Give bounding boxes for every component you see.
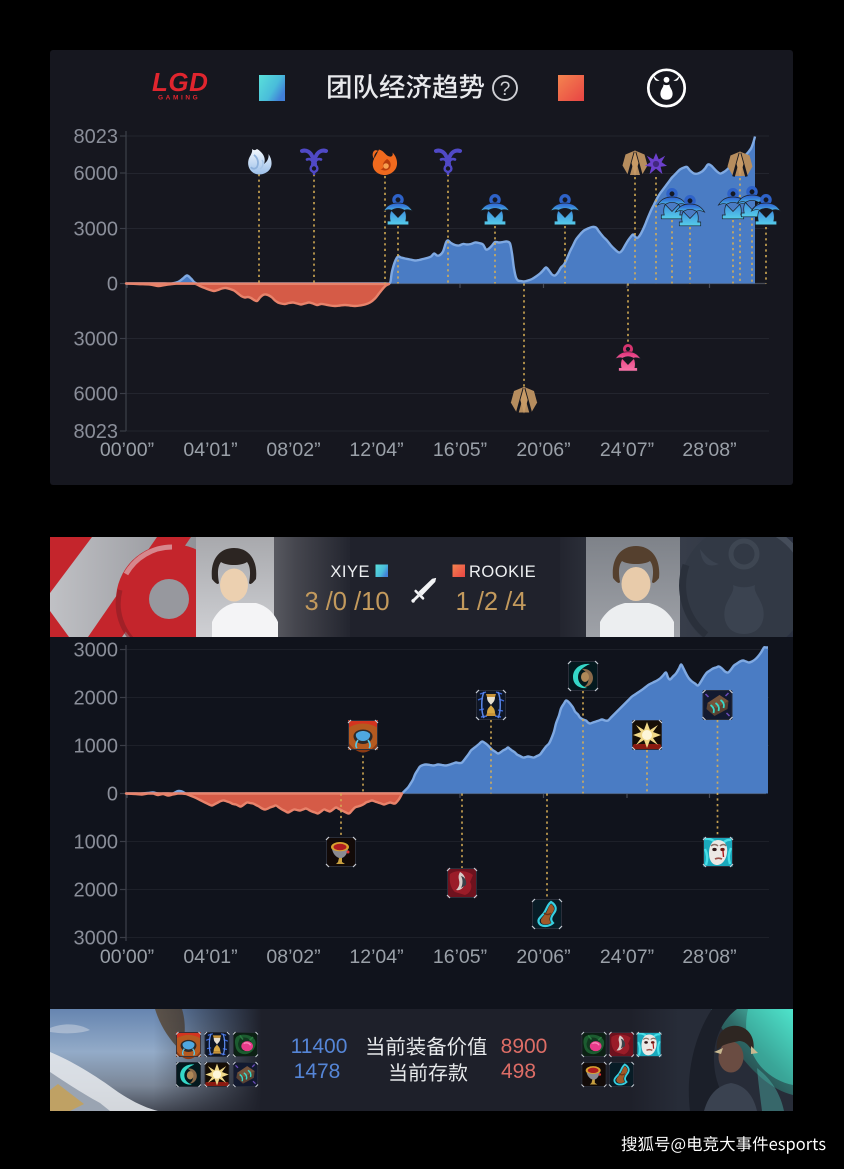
svg-text:XIYE: XIYE xyxy=(330,563,370,581)
svg-text:16’05”: 16’05” xyxy=(433,946,487,968)
svg-text:0: 0 xyxy=(107,784,118,806)
svg-text:08’02”: 08’02” xyxy=(266,439,320,461)
svg-text:GAMING: GAMING xyxy=(158,95,200,102)
svg-text:6000: 6000 xyxy=(74,163,119,185)
svg-text:?: ? xyxy=(500,79,511,100)
svg-text:28’08”: 28’08” xyxy=(682,439,736,461)
svg-text:04’01”: 04’01” xyxy=(183,946,237,968)
svg-text:6000: 6000 xyxy=(74,384,119,406)
svg-text:12’04”: 12’04” xyxy=(349,439,403,461)
svg-text:28’08”: 28’08” xyxy=(682,946,736,968)
svg-text:1478: 1478 xyxy=(294,1060,341,1083)
svg-text:00’00”: 00’00” xyxy=(100,946,154,968)
svg-text:08’02”: 08’02” xyxy=(266,946,320,968)
svg-text:24’07”: 24’07” xyxy=(600,946,654,968)
svg-text:2000: 2000 xyxy=(74,880,119,902)
svg-text:11400: 11400 xyxy=(291,1035,348,1058)
svg-text:LGD: LGD xyxy=(152,67,208,97)
svg-text:1000: 1000 xyxy=(74,832,119,854)
svg-text:12’04”: 12’04” xyxy=(349,946,403,968)
svg-text:3000: 3000 xyxy=(74,928,119,950)
svg-text:ROOKIE: ROOKIE xyxy=(469,563,536,581)
svg-text:8023: 8023 xyxy=(74,126,119,148)
svg-text:8023: 8023 xyxy=(74,421,119,443)
svg-text:3000: 3000 xyxy=(74,329,119,351)
svg-text:3 /0 /10: 3 /0 /10 xyxy=(304,588,389,616)
svg-text:3000: 3000 xyxy=(74,640,119,662)
svg-text:498: 498 xyxy=(501,1060,536,1083)
svg-text:1 /2 /4: 1 /2 /4 xyxy=(456,588,527,616)
svg-text:8900: 8900 xyxy=(501,1035,548,1058)
svg-text:20’06”: 20’06” xyxy=(516,439,570,461)
svg-text:16’05”: 16’05” xyxy=(433,439,487,461)
svg-text:04’01”: 04’01” xyxy=(183,439,237,461)
svg-text:2000: 2000 xyxy=(74,688,119,710)
svg-text:3000: 3000 xyxy=(74,219,119,241)
svg-text:20’06”: 20’06” xyxy=(516,946,570,968)
svg-text:0: 0 xyxy=(107,274,118,296)
svg-text:1000: 1000 xyxy=(74,736,119,758)
svg-text:00’00”: 00’00” xyxy=(100,439,154,461)
svg-text:24’07”: 24’07” xyxy=(600,439,654,461)
